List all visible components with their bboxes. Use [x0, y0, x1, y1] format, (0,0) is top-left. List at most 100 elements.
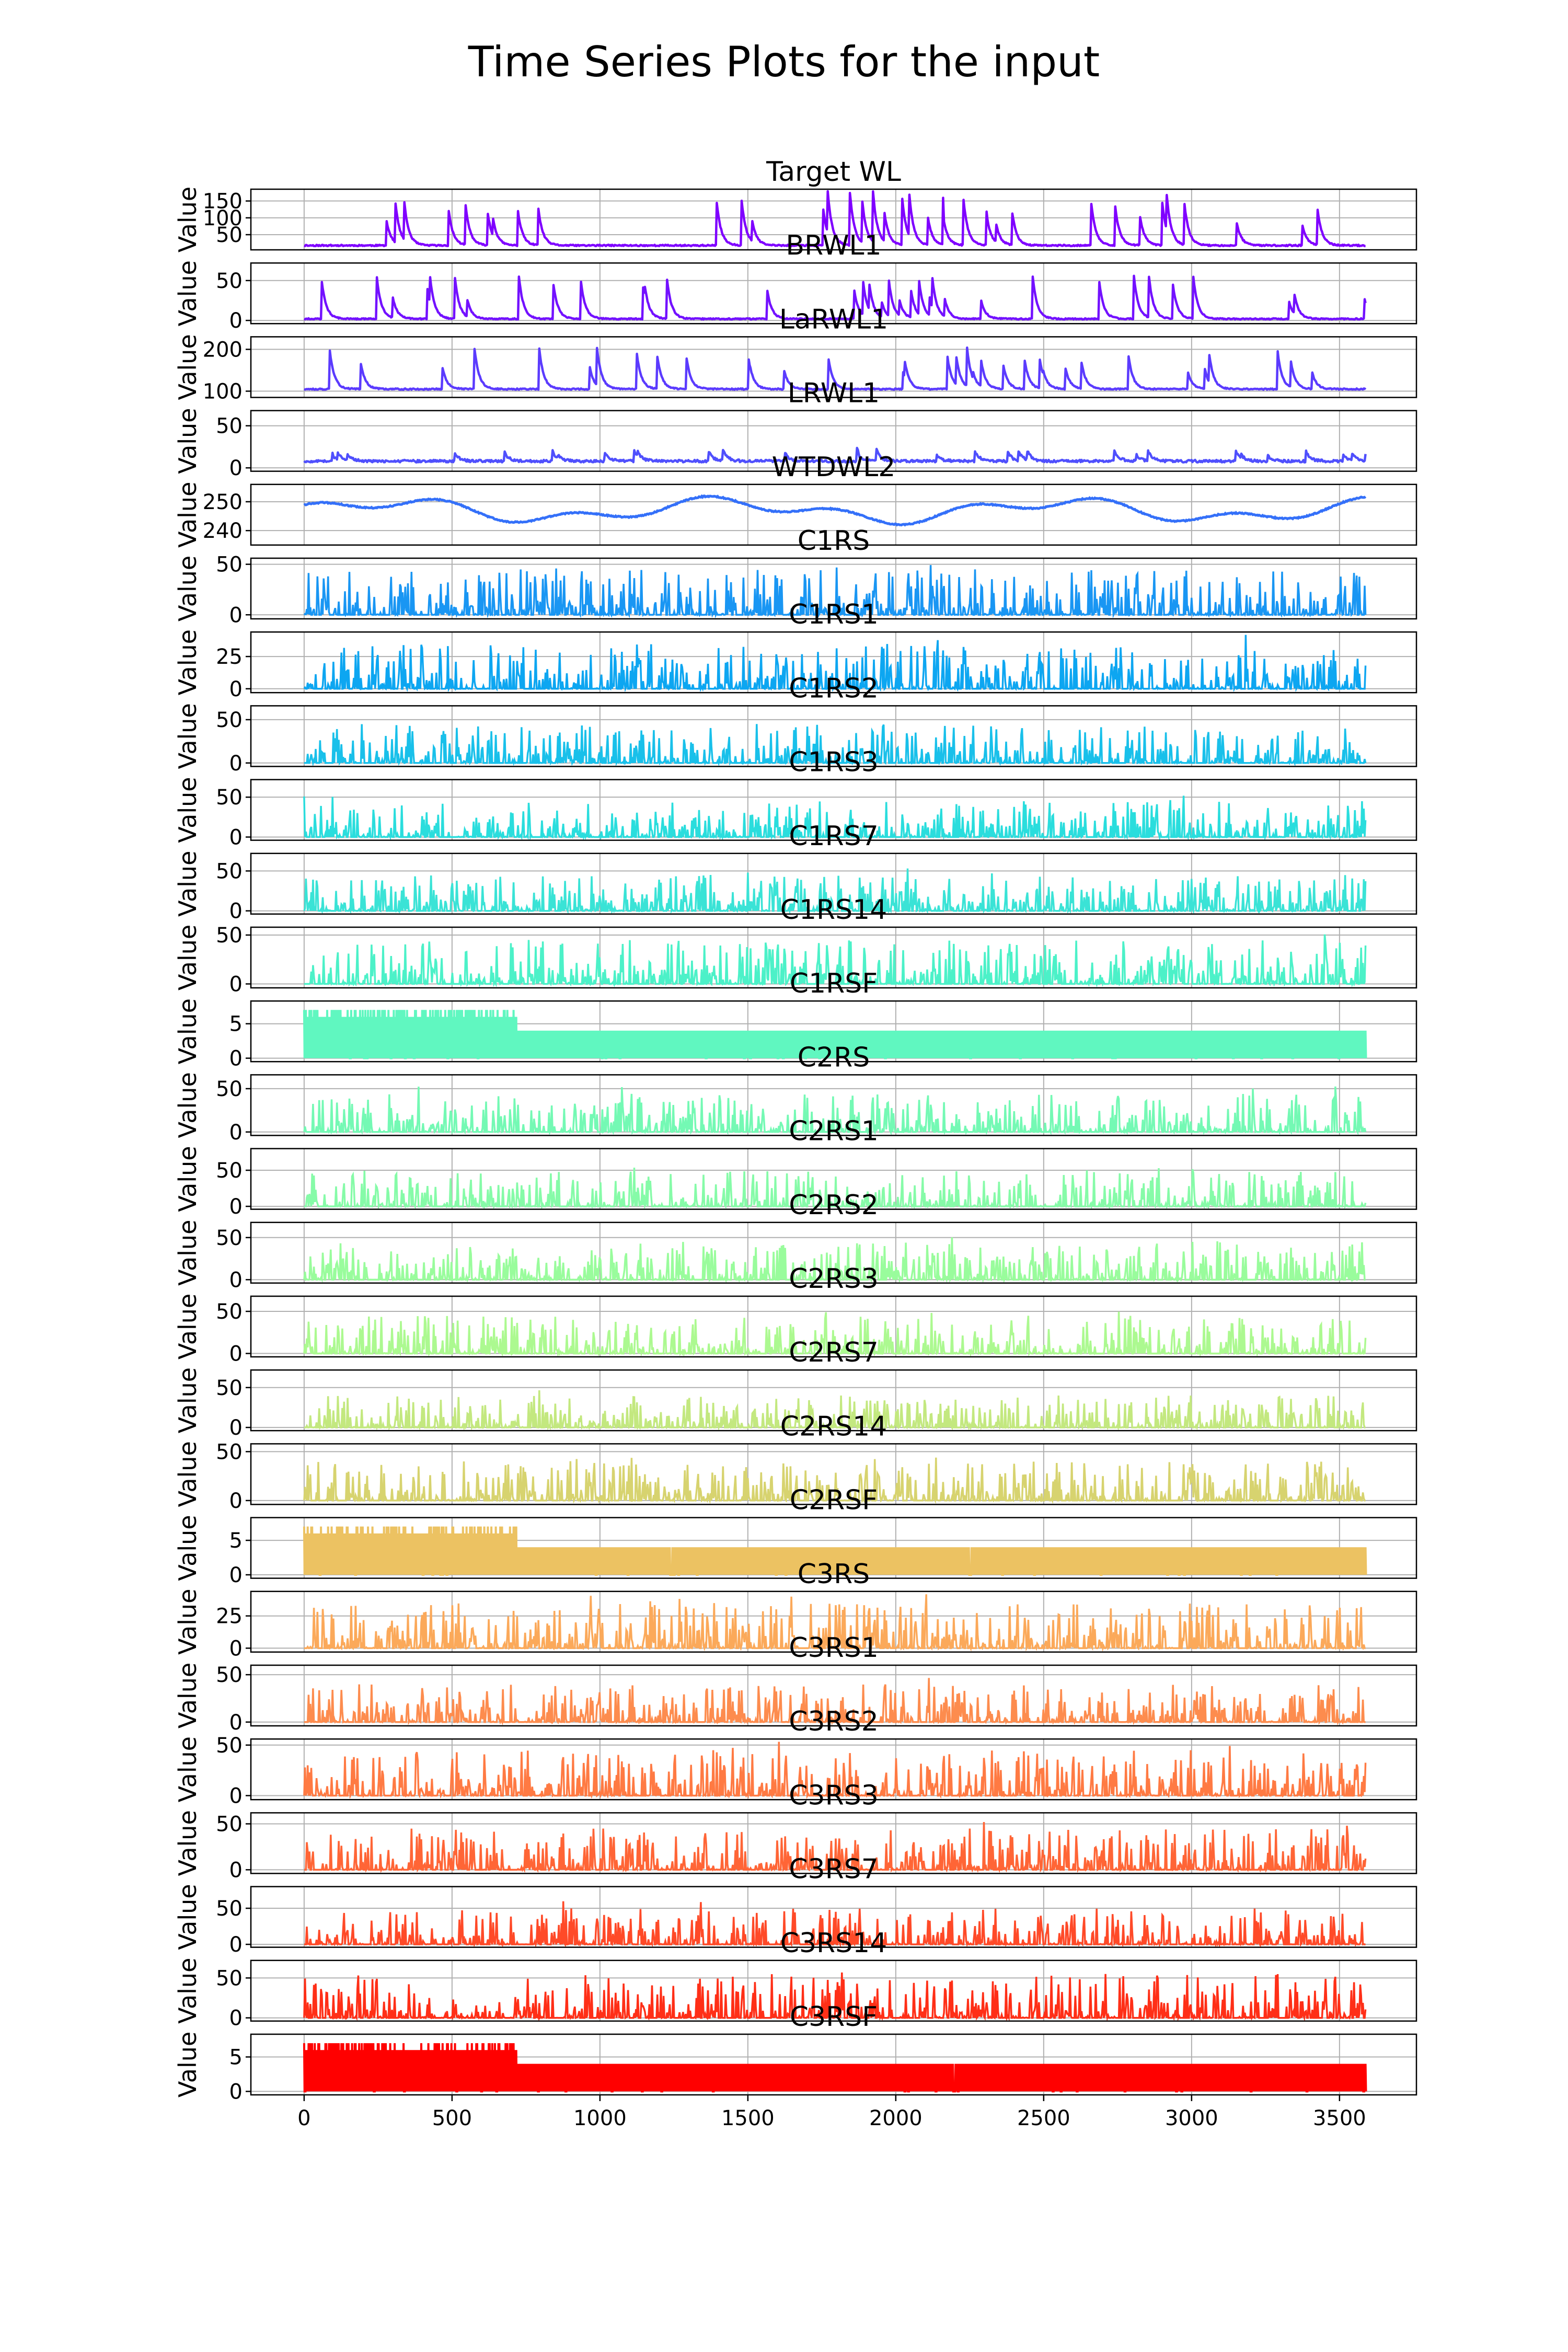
subplot-title: C2RS7: [789, 1337, 879, 1368]
series-line: [303, 1526, 1367, 1576]
y-axis-label: Value: [174, 1441, 202, 1507]
y-tick-label: 0: [229, 1416, 243, 1440]
axes-frame: [250, 1664, 1417, 1727]
subplot-title: C1RS7: [789, 821, 879, 852]
series-line: [303, 1972, 1367, 2022]
subplot-c2rs1: 0 50 Value C2RS1: [174, 1116, 1417, 1219]
subplot-title: C1RS3: [789, 747, 879, 778]
subplot-c2rsf: 0 5 Value C2RSF: [174, 1485, 1417, 1587]
series-line: [303, 868, 1367, 915]
subplot-title: C1RS1: [789, 599, 879, 630]
y-tick-label: 50: [216, 553, 243, 577]
axes-frame: [250, 557, 1417, 620]
y-axis-label: Value: [174, 260, 202, 326]
x-tick-label: 0: [297, 2106, 310, 2130]
y-tick-label: 0: [229, 2007, 243, 2031]
y-tick-label: 0: [229, 825, 243, 849]
series-line: [303, 446, 1367, 464]
subplot-title: C3RS: [798, 1559, 870, 1590]
series-line: [304, 274, 1367, 321]
y-axis-label: Value: [174, 629, 202, 695]
y-axis-label: Value: [174, 998, 202, 1064]
y-tick-label: 0: [229, 1342, 243, 1366]
series-line: [304, 1678, 1366, 1726]
subplot-c3rs3: 0 50 Value C3RS3: [174, 1780, 1417, 1882]
y-axis-label: Value: [174, 1367, 202, 1433]
axes-frame: [250, 1886, 1417, 1948]
subplot-c3rs14: 0 50 Value C3RS14: [174, 1928, 1417, 2031]
x-tick-label: 3500: [1313, 2106, 1366, 2130]
series-line: [303, 1457, 1366, 1504]
series-line: [303, 1010, 1367, 1059]
y-tick-label: 50: [216, 1226, 243, 1250]
subplot-c1rs: 0 50 Value C1RS: [174, 525, 1417, 627]
y-tick-label: 50: [216, 1077, 243, 1101]
axes-frame: [250, 1443, 1417, 1505]
subplot-title: C3RS2: [789, 1706, 879, 1737]
y-axis-label: Value: [174, 408, 202, 474]
series-line: [304, 1168, 1367, 1210]
subplot-title: WTDWL2: [772, 452, 896, 483]
y-tick-label: 250: [203, 490, 243, 514]
x-tick-label: 2500: [1017, 2106, 1070, 2130]
subplot-title: LaRWL1: [779, 304, 888, 335]
subplot-c1rs3: 0 50 Value C1RS3: [174, 747, 1417, 849]
y-tick-label: 0: [229, 1784, 243, 1808]
axes-frame: [250, 852, 1417, 915]
subplot-title: C2RSF: [790, 1485, 878, 1516]
axes-frame: [250, 483, 1417, 546]
axes-frame: [250, 779, 1417, 841]
y-tick-label: 0: [229, 1858, 243, 1882]
series-line: [304, 724, 1367, 767]
subplot-title: C2RS2: [789, 1190, 879, 1221]
axes-frame: [250, 1369, 1417, 1432]
series-line: [303, 1237, 1366, 1284]
y-tick-label: 100: [203, 206, 243, 230]
series-line: [303, 494, 1367, 527]
y-tick-label: 0: [229, 1563, 243, 1587]
y-tick-label: 0: [229, 677, 243, 701]
y-axis-label: Value: [174, 703, 202, 769]
y-tick-label: 0: [229, 973, 243, 997]
series-line: [303, 1311, 1367, 1357]
axes-frame: [250, 410, 1417, 472]
y-tick-label: 0: [229, 1195, 243, 1219]
subplot-c3rs: 0 25 Value C3RS: [174, 1559, 1417, 1661]
y-tick-label: 25: [216, 1605, 243, 1629]
y-tick-label: 50: [216, 1663, 243, 1687]
subplot-title: C1RS14: [780, 894, 887, 926]
y-tick-label: 50: [216, 1376, 243, 1400]
subplot-c3rs7: 0 50 Value C3RS7: [174, 1854, 1417, 1957]
y-tick-label: 0: [229, 1489, 243, 1513]
subplot-c3rsf: 0 5 Value C3RSF: [174, 2001, 1417, 2104]
y-axis-label: Value: [174, 777, 202, 843]
series-line: [303, 1086, 1367, 1136]
axes-frame: [250, 188, 1417, 251]
y-tick-label: 0: [229, 752, 243, 776]
axes-frame: [250, 1148, 1417, 1210]
y-tick-label: 0: [229, 1933, 243, 1957]
axes-frame: [250, 1074, 1417, 1136]
y-tick-label: 50: [216, 1897, 243, 1921]
y-tick-label: 50: [216, 708, 243, 732]
subplot-title: C1RSF: [790, 968, 878, 999]
y-axis-label: Value: [174, 851, 202, 917]
y-tick-label: 50: [216, 1966, 243, 1990]
series-line: [304, 1390, 1366, 1432]
y-tick-label: 5: [229, 1012, 243, 1036]
y-axis-label: Value: [174, 1810, 202, 1876]
y-tick-label: 0: [229, 1268, 243, 1292]
y-tick-label: 200: [203, 338, 243, 362]
subplot-title: C3RSF: [790, 2001, 878, 2033]
y-tick-label: 5: [229, 2046, 243, 2070]
series-line: [304, 190, 1366, 248]
x-tick-label: 500: [432, 2106, 472, 2130]
subplot-title: Target WL: [766, 156, 901, 188]
y-tick-label: 50: [216, 1159, 243, 1183]
subplot-c1rsf: 0 5 Value C1RSF: [174, 968, 1417, 1071]
